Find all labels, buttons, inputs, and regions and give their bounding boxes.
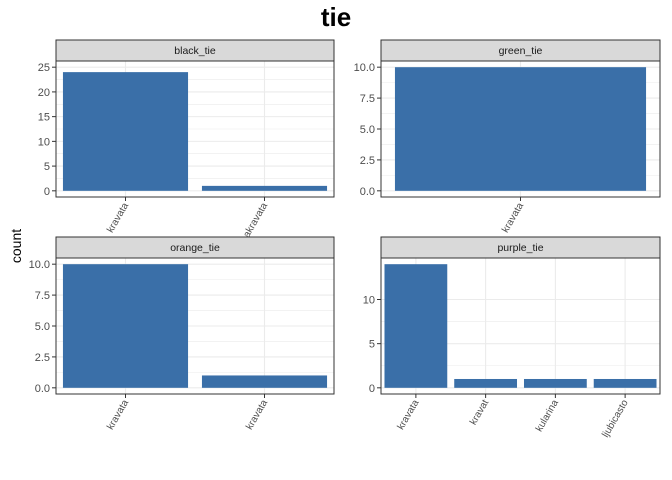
y-tick-label: 0 [369,383,375,395]
x-tick-label: kravata [396,398,422,432]
bar-ljubicasto [593,378,657,388]
y-tick-label: 10.0 [354,62,375,74]
x-tick-label: kravata [500,201,526,235]
panel-purple_tie: purple_tie 0 5 10 kravata kravat kularina ljubi… [363,236,661,440]
y-tick-label: 5 [369,339,375,351]
y-tick-label: 5.0 [360,124,375,136]
bar-kravata [394,67,647,191]
panel-border [55,257,335,395]
y-tick-label: 20 [38,87,50,99]
x-tick-label: kravat [468,398,491,427]
bar-kravata [384,264,448,388]
facet-strip-label: orange_tie [170,242,220,254]
x-tick-label: kravata [105,398,131,432]
x-tick-label: kularina [534,398,561,434]
y-tick-label: 10.0 [29,259,50,271]
x-tick-label: kravata [244,398,270,432]
panel-border [380,60,661,198]
x-tick-label: kravata [105,201,131,235]
facet-strip-label: black_tie [174,45,216,57]
panel-border [55,60,335,198]
bar-kravat [454,378,518,388]
bar-kravata [62,72,189,191]
bar-kravata [201,375,328,388]
panel-green_tie: green_tie 0.0 2.5 5.0 7.5 10.0 kravata [354,39,661,235]
y-tick-label: 5 [44,161,50,173]
y-tick-label: 15 [38,112,50,124]
y-tick-label: 25 [38,62,50,74]
y-tick-label: 2.5 [35,352,50,364]
y-tick-label: 7.5 [360,93,375,105]
y-tick-label: 10 [363,295,375,307]
y-tick-label: 2.5 [360,155,375,167]
bar-kularina [523,378,587,388]
facet-strip-label: green_tie [499,45,543,57]
y-tick-label: 10 [38,136,50,148]
panel-orange_tie: orange_tie 0.0 2.5 5.0 7.5 10.0 kravata kravata [29,236,335,432]
y-tick-label: 5.0 [35,321,50,333]
bar-crnakravata [201,185,328,191]
facet-strip-label: purple_tie [497,242,543,254]
y-tick-label: 7.5 [35,290,50,302]
y-tick-label: 0 [44,186,50,198]
y-tick-label: 0.0 [35,383,50,395]
y-tick-label: 0.0 [360,186,375,198]
x-tick-label: ljubicasto [600,398,631,440]
bar-kravata [62,264,189,388]
panel-border [380,257,661,395]
chart-title: tie [320,2,352,32]
